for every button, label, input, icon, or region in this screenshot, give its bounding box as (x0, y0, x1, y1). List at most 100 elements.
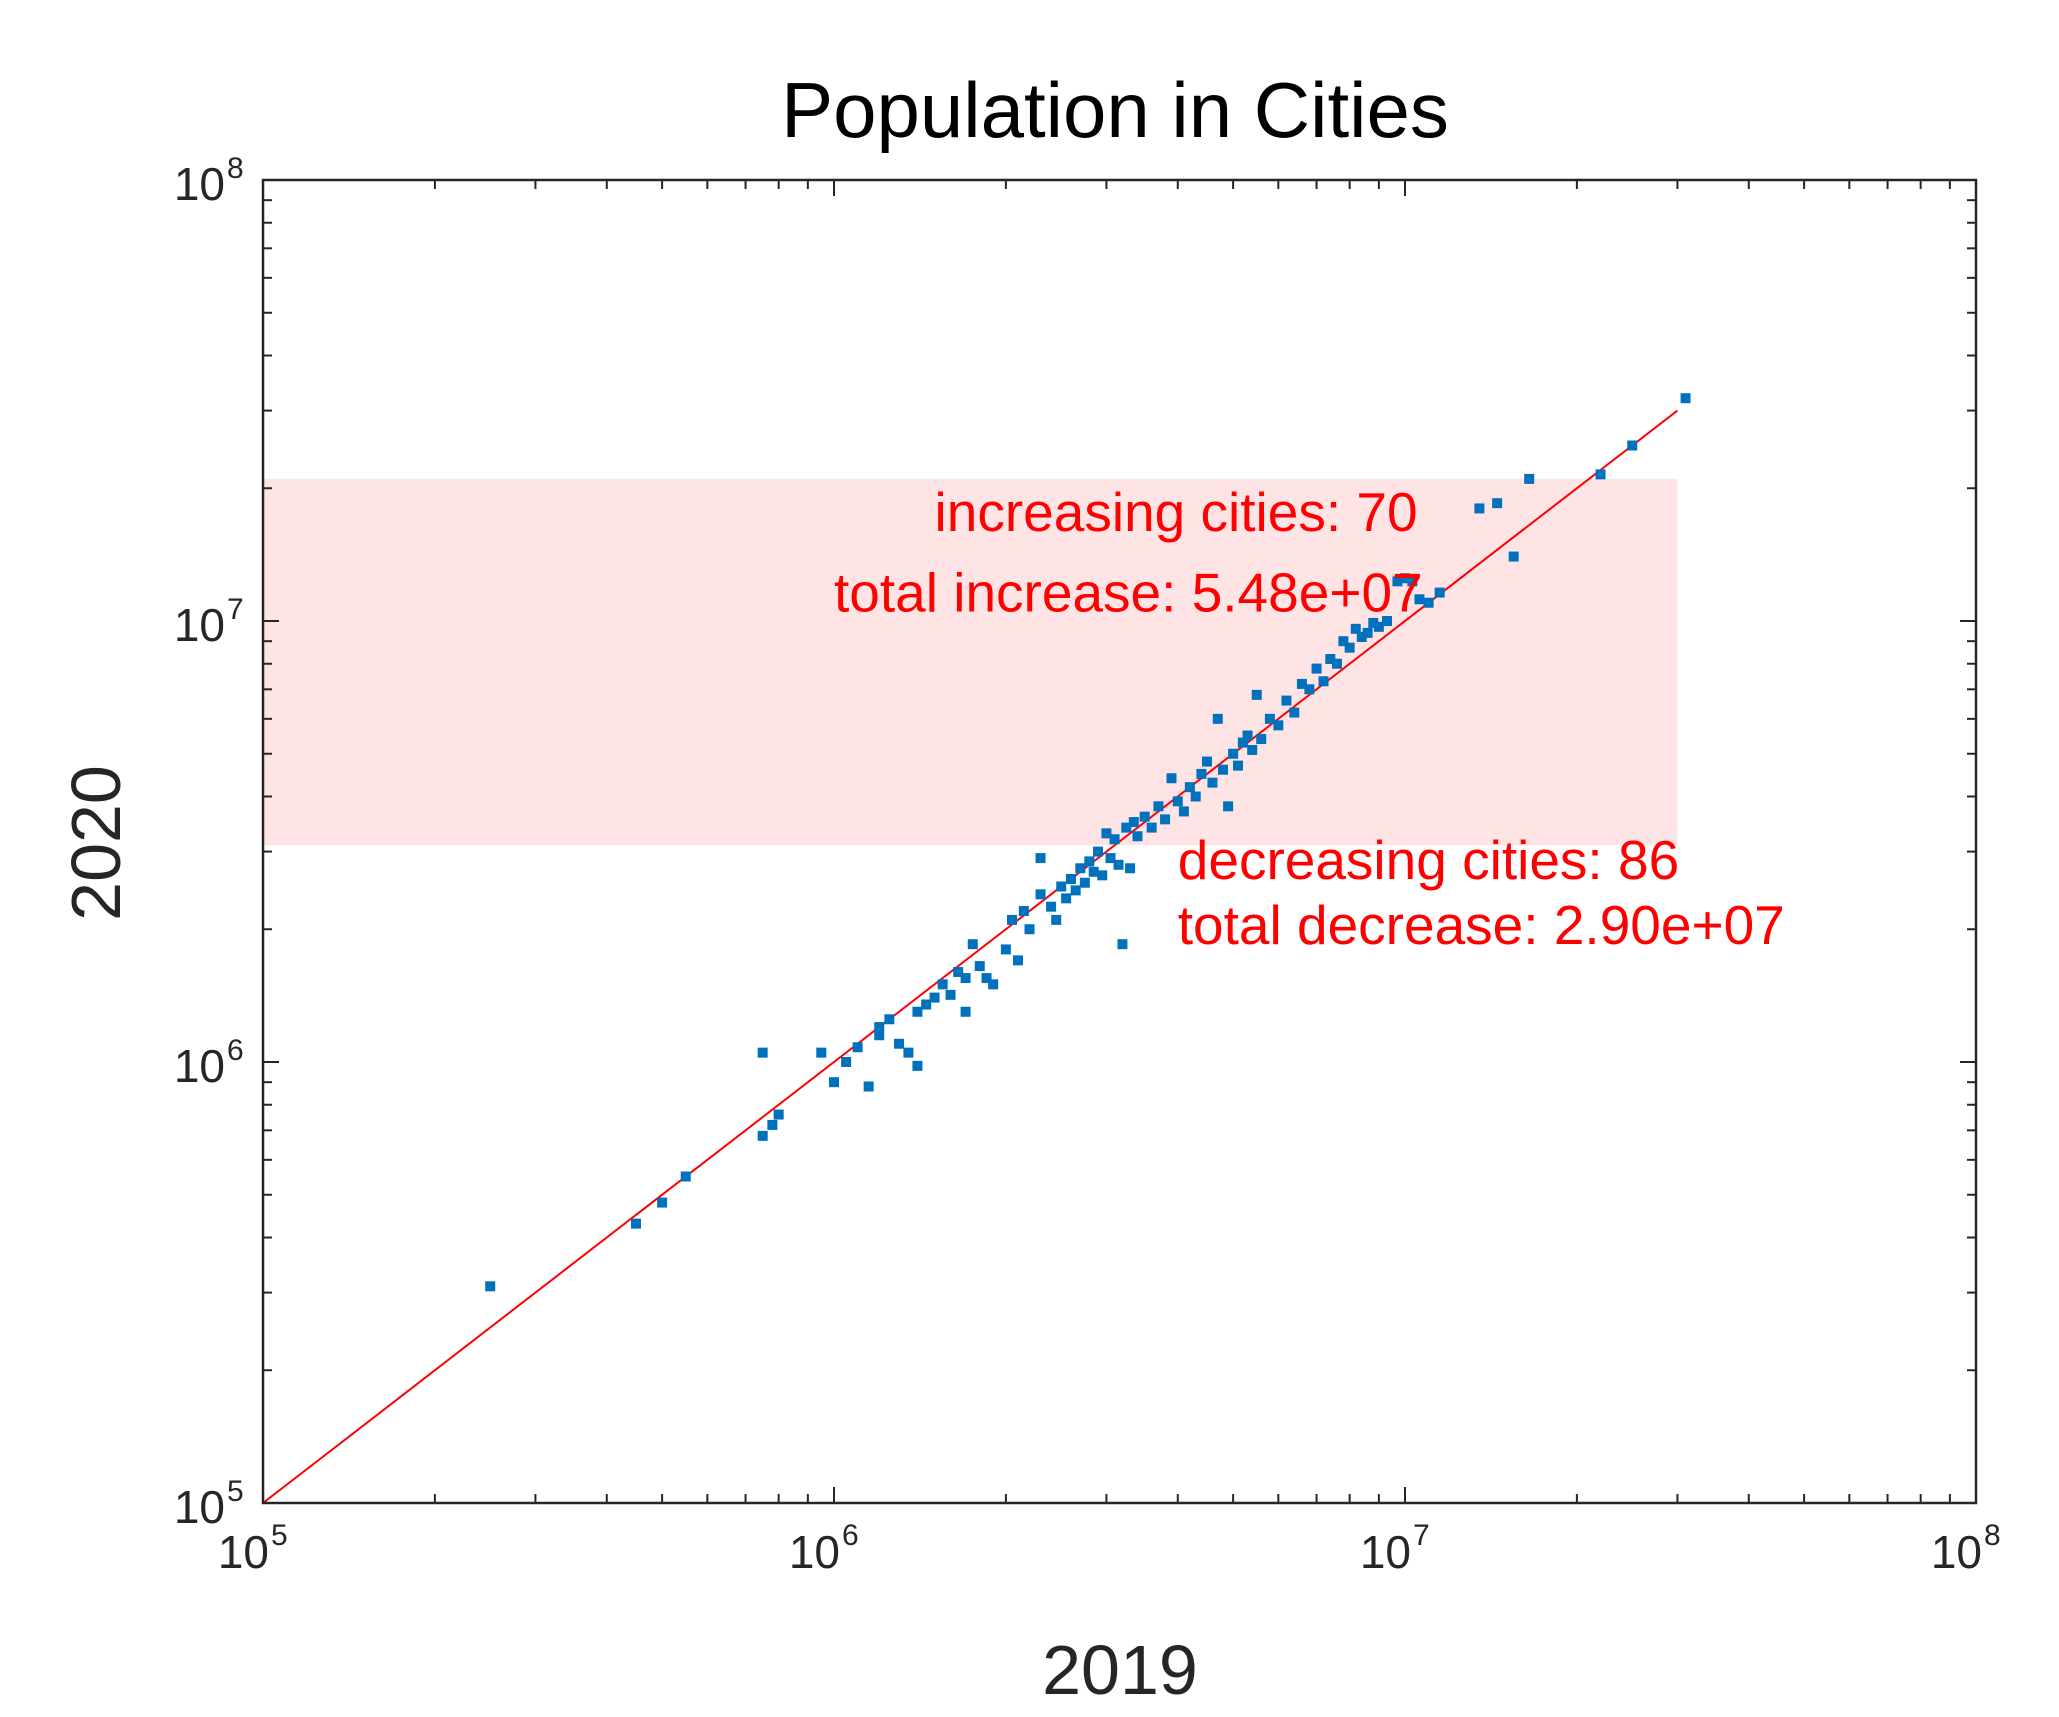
annotations-layer: increasing cities: 70 total increase: 5.4… (834, 481, 1785, 956)
data-point (1093, 846, 1104, 857)
x-axis-label: 2019 (1042, 1631, 1198, 1709)
y-tick-label: 10 (174, 1481, 225, 1533)
data-point (1251, 689, 1262, 700)
data-point (1190, 791, 1201, 802)
data-point (1304, 684, 1315, 695)
data-point (1178, 806, 1189, 817)
data-point (1128, 817, 1139, 828)
data-point (1035, 853, 1046, 864)
data-point (1007, 914, 1018, 925)
x-tick-exponent: 6 (842, 1519, 859, 1552)
data-point (1024, 924, 1035, 935)
data-point (912, 1006, 923, 1017)
x-tick-label: 10 (1360, 1526, 1411, 1578)
data-point (1184, 782, 1195, 793)
data-point (1400, 573, 1410, 584)
data-point (1160, 814, 1171, 825)
data-point (874, 1022, 885, 1033)
data-point (1217, 764, 1228, 775)
data-point (1125, 863, 1136, 874)
data-point (1356, 631, 1367, 642)
data-point (1237, 737, 1248, 748)
annotation-text: total decrease: 2.90e+07 (1178, 894, 1785, 956)
data-point (1101, 828, 1112, 839)
data-point (1233, 760, 1244, 771)
y-tick-label: 10 (174, 599, 225, 651)
data-point (1212, 713, 1223, 724)
data-point (981, 973, 992, 984)
data-point (1247, 744, 1258, 755)
data-point (937, 979, 948, 990)
data-points-layer (485, 393, 1691, 1292)
data-point (657, 1197, 668, 1208)
data-point (1061, 893, 1072, 904)
data-point (1474, 503, 1485, 514)
data-point (1423, 597, 1434, 608)
data-point (921, 999, 932, 1010)
y-tick-exponent: 6 (227, 1034, 244, 1067)
y-axis-label: 2020 (57, 765, 135, 921)
data-point (1012, 955, 1023, 966)
data-point (1105, 853, 1116, 864)
data-point (829, 1077, 839, 1088)
data-point (945, 989, 956, 1000)
data-point (1035, 889, 1046, 900)
data-point (912, 1060, 923, 1071)
data-point (1382, 616, 1393, 626)
annotation-text: total increase: 5.48e+07 (834, 562, 1423, 624)
data-point (988, 979, 999, 990)
data-point (1088, 866, 1099, 877)
data-point (874, 1030, 885, 1041)
data-point (1132, 831, 1143, 842)
data-point (1524, 473, 1535, 484)
x-tick-exponent: 7 (1413, 1519, 1430, 1552)
data-point (1508, 551, 1519, 562)
data-point (1627, 440, 1638, 451)
data-point (974, 961, 985, 972)
data-point (1273, 720, 1284, 731)
data-point (929, 992, 940, 1003)
data-point (757, 1047, 768, 1058)
data-point (1373, 621, 1384, 632)
data-point (960, 973, 971, 984)
data-point (1018, 905, 1029, 916)
annotation-text: decreasing cities: 86 (1178, 829, 1679, 891)
data-point (1492, 498, 1503, 509)
increase-band (263, 478, 1678, 846)
data-point (1201, 756, 1212, 767)
axis-ticks: 10 5 10 6 10 7 10 810 510 610 710 8 (174, 152, 2001, 1578)
data-point (1680, 393, 1691, 404)
x-tick-label: 10 (1931, 1526, 1982, 1578)
data-point (841, 1057, 852, 1067)
data-point (1344, 642, 1355, 653)
data-point (953, 966, 964, 977)
data-point (1325, 654, 1336, 665)
data-point (1113, 859, 1124, 870)
data-point (1000, 944, 1011, 955)
plot-frame (261, 178, 1978, 1505)
data-point (852, 1042, 863, 1053)
chart-title: Population in Cities (781, 66, 1449, 154)
data-point (1331, 658, 1342, 669)
y-tick-label: 10 (174, 1040, 225, 1092)
data-point (1117, 939, 1128, 950)
data-point (1153, 801, 1164, 812)
data-point (1056, 881, 1067, 892)
data-point (1065, 873, 1076, 884)
data-point (1296, 678, 1307, 689)
data-point (1407, 576, 1418, 587)
data-point (1228, 748, 1239, 759)
increase-band-layer (263, 478, 1678, 846)
data-point (863, 1081, 874, 1092)
data-point (630, 1218, 641, 1229)
data-point (1196, 768, 1207, 779)
data-point (1362, 627, 1373, 638)
data-point (1079, 877, 1090, 888)
data-point (757, 1130, 768, 1141)
data-point (773, 1109, 784, 1120)
data-point (1075, 863, 1086, 874)
y-tick-exponent: 7 (227, 593, 244, 626)
y-tick-exponent: 8 (227, 152, 244, 185)
data-point (816, 1047, 827, 1058)
